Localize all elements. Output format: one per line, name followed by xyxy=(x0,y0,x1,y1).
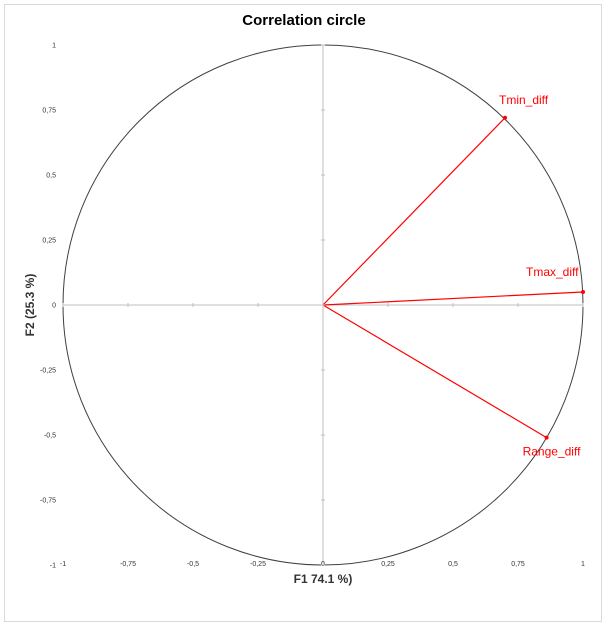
y-tick-label: 0,5 xyxy=(46,173,56,180)
vectors: Tmin_diff Tmax_diff Range_diff xyxy=(322,93,585,459)
x-tick-label: -0,25 xyxy=(250,561,266,568)
x-tick-label: 0,25 xyxy=(381,561,395,568)
x-tick-label: -0,75 xyxy=(120,561,136,568)
vector-tmax-diff xyxy=(322,291,584,306)
ticks: -1 -0,75 -0,5 -0,25 0 0,25 0,5 0,75 1 -1 -0,75 -0,5… xyxy=(40,43,585,570)
x-axis-label: F1 74.1 %) xyxy=(294,572,353,586)
vector-point xyxy=(503,115,507,120)
x-tick-label: -0,5 xyxy=(187,561,199,568)
chart-title: Correlation circle xyxy=(242,12,366,29)
y-tick-label: -0,25 xyxy=(40,368,56,375)
vector-label: Tmin_diff xyxy=(499,93,549,107)
vector-tmin-diff xyxy=(322,117,506,306)
y-tick-label: -0,5 xyxy=(44,433,56,440)
vector-range-diff xyxy=(322,304,547,439)
vector-point xyxy=(581,290,585,294)
vector-label: Range_diff xyxy=(523,445,581,459)
vector-point xyxy=(544,435,549,440)
y-tick-label: -0,75 xyxy=(40,498,56,505)
x-tick-label: 0,75 xyxy=(511,561,525,568)
y-tick-label: 0,25 xyxy=(42,238,56,245)
y-tick-label: 1 xyxy=(52,43,56,50)
x-tick-label: 0,5 xyxy=(448,561,458,568)
y-tick-label: 0 xyxy=(52,303,56,310)
y-tick-label: -1 xyxy=(50,563,56,570)
y-axis-label: F2 (25.3 %) xyxy=(23,274,37,337)
y-tick-label: 0,75 xyxy=(42,108,56,115)
vector-label: Tmax_diff xyxy=(526,265,579,279)
x-tick-label: -1 xyxy=(60,561,66,568)
x-tick-label: 1 xyxy=(581,561,585,568)
chart-frame xyxy=(4,4,602,622)
